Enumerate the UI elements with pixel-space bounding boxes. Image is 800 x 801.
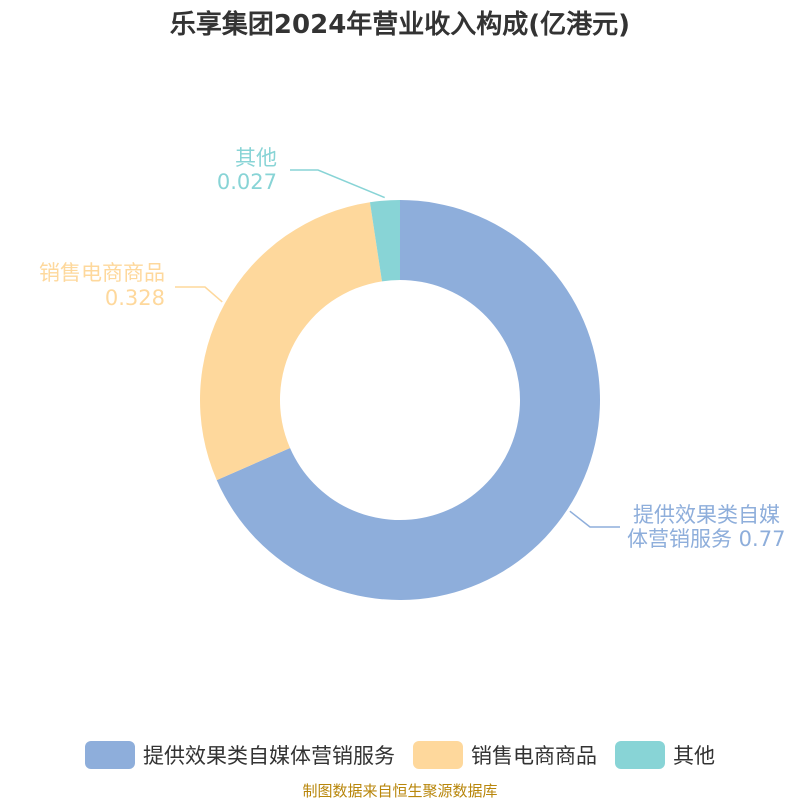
slice-label: 体营销服务 0.77: [627, 527, 785, 551]
slice-label: 销售电商商品: [39, 261, 165, 285]
slice-label: 提供效果类自媒: [633, 503, 780, 527]
slice-label: 0.328: [105, 286, 165, 310]
legend-swatch: [615, 741, 665, 769]
legend-swatch: [413, 741, 463, 769]
label-leader-line: [290, 169, 385, 199]
donut-slice[interactable]: [216, 200, 600, 601]
legend-item[interactable]: 提供效果类自媒体营销服务: [85, 740, 395, 770]
slice-label: 0.027: [217, 170, 277, 194]
legend-label: 提供效果类自媒体营销服务: [143, 744, 395, 768]
chart-title: 乐享集团2024年营业收入构成(亿港元): [169, 10, 631, 40]
donut-slice[interactable]: [200, 202, 382, 481]
legend-item[interactable]: 销售电商商品: [413, 740, 597, 770]
legend-label: 其他: [673, 744, 715, 768]
donut-slice[interactable]: [369, 200, 400, 282]
source-note: 制图数据来自恒生聚源数据库: [302, 782, 498, 800]
legend: 提供效果类自媒体营销服务 销售电商商品 其他: [0, 740, 800, 770]
slice-label: 其他: [235, 146, 277, 170]
label-leader-line: [175, 286, 223, 303]
legend-label: 销售电商商品: [471, 744, 597, 768]
legend-item[interactable]: 其他: [615, 740, 715, 770]
legend-swatch: [85, 741, 135, 769]
label-leader-line: [569, 510, 620, 528]
